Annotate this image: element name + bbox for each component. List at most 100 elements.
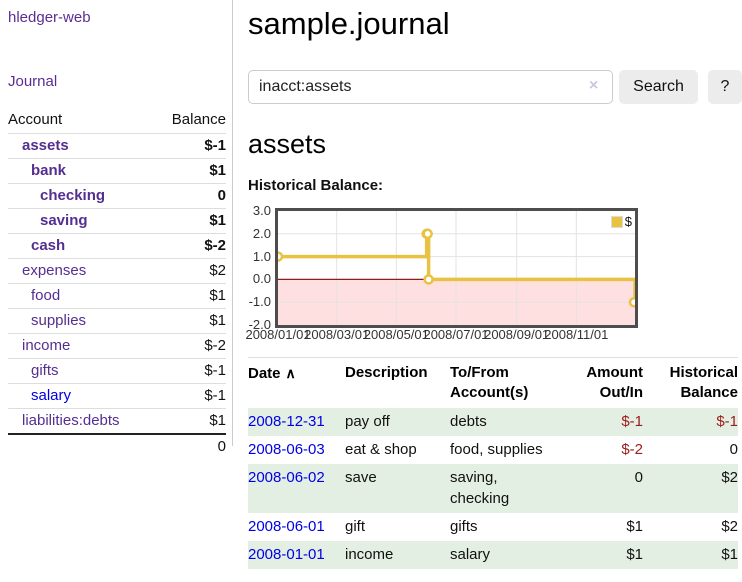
account-balance: $2	[158, 258, 226, 284]
x-axis-tick-label: 2008/03/01	[304, 327, 370, 342]
transaction-date-link[interactable]: 2008-06-02	[248, 469, 325, 486]
chart-canvas	[278, 211, 635, 325]
transaction-date-cell: 2008-06-01	[248, 513, 345, 541]
transaction-balance-cell: $2	[721, 469, 738, 486]
x-axis-tick-label: 2008/01/01	[245, 327, 311, 342]
transaction-description-cell: gift	[345, 518, 366, 535]
account-row: supplies $1	[8, 308, 226, 334]
account-link[interactable]: expenses	[22, 262, 87, 279]
legend-swatch-icon	[610, 215, 623, 228]
search-input[interactable]	[248, 70, 613, 104]
chart-legend: $	[610, 214, 632, 229]
help-button[interactable]: ?	[708, 70, 742, 104]
transaction-description-cell: income	[345, 546, 394, 563]
account-link[interactable]: bank	[31, 162, 67, 179]
transaction-amount-cell: $-1	[621, 413, 643, 430]
search-bar: × Search ?	[248, 70, 742, 104]
account-row: assets $-1	[8, 133, 226, 159]
register-header-row: Date ∧ Description To/From Account(s) Amo…	[248, 358, 738, 409]
y-axis-tick-label: -2.0	[248, 317, 271, 332]
transaction-amount-cell: $-2	[621, 441, 643, 458]
transaction-balance-cell: $2	[721, 518, 738, 535]
y-axis-tick-label: 0.0	[252, 271, 271, 287]
register-table: Date ∧ Description To/From Account(s) Amo…	[248, 357, 738, 569]
register-body: 2008-12-31 pay off debts $-1 $-1 2008-06-03 ea…	[248, 408, 738, 569]
x-axis-tick-label: 2008/09/01	[484, 327, 550, 342]
account-link[interactable]: saving	[40, 212, 88, 229]
account-link[interactable]: income	[22, 337, 71, 354]
chart-plot-area: $	[275, 208, 638, 328]
account-balance: $1	[158, 158, 226, 184]
account-link[interactable]: cash	[31, 237, 66, 254]
sidebar-item-journal[interactable]: Journal	[8, 73, 58, 90]
account-row: salary $-1	[8, 383, 226, 409]
transaction-description-cell: eat & shop	[345, 441, 417, 458]
account-balance: 0	[158, 183, 226, 209]
x-axis-tick-label: 2008/11/01	[544, 327, 609, 342]
register-row: 2008-06-01 gift gifts $1 $2	[248, 513, 738, 541]
transaction-description-cell: save	[345, 469, 377, 486]
account-balance: $1	[158, 283, 226, 309]
account-row: cash $-2	[8, 233, 226, 259]
legend-label: $	[624, 214, 632, 229]
search-button[interactable]: Search	[619, 70, 698, 104]
account-row: saving $1	[8, 208, 226, 234]
y-axis-tick-label: -1.0	[248, 294, 271, 310]
account-row: liabilities:debts $1	[8, 408, 226, 434]
main-content: sample.journal × Search ? assets Histori…	[245, 0, 742, 569]
account-link[interactable]: food	[31, 287, 61, 304]
transaction-amount-cell: $1	[626, 518, 643, 535]
accounts-total-row: 0	[8, 433, 226, 459]
register-row: 2008-12-31 pay off debts $-1 $-1	[248, 408, 738, 436]
transaction-accounts-cell: salary	[450, 546, 491, 563]
account-link[interactable]: checking	[40, 187, 106, 204]
transaction-accounts-cell: saving, checking	[450, 469, 510, 507]
historical-balance-chart: 3.0 2.0 1.0 0.0 -1.0 -2.0 $ 2008/01/01 2008/03…	[245, 203, 668, 345]
date-column-header[interactable]: Date ∧	[248, 365, 296, 382]
x-axis-tick-label: 2008/07/01	[423, 327, 489, 342]
accounts-table: Account Balance assets $-1 bank $1 checking 0…	[8, 109, 226, 459]
transaction-balance-cell: $1	[721, 546, 738, 563]
account-balance: $1	[158, 208, 226, 234]
account-balance: $-1	[158, 133, 226, 159]
transaction-accounts-cell: debts	[450, 413, 487, 430]
transaction-description-cell: pay off	[345, 413, 390, 430]
y-axis-tick-label: 1.0	[252, 248, 271, 264]
account-link[interactable]: salary	[31, 387, 72, 404]
sidebar: hledger-web Journal Account Balance asse…	[0, 0, 233, 459]
y-axis-tick-label: 2.0	[252, 225, 271, 241]
transaction-amount-cell: 0	[634, 469, 643, 486]
transaction-date-cell: 2008-06-03	[248, 436, 345, 464]
register-row: 2008-06-03 eat & shop food, supplies $-2 0	[248, 436, 738, 464]
register-row: 2008-01-01 income salary $1 $1	[248, 541, 738, 569]
app-brand-link[interactable]: hledger-web	[8, 9, 91, 26]
page-title: sample.journal	[248, 6, 450, 41]
account-row: food $1	[8, 283, 226, 309]
account-balance: $-1	[158, 358, 226, 384]
transaction-accounts-cell: gifts	[450, 518, 478, 535]
account-balance: $-2	[158, 333, 226, 359]
chart-heading: Historical Balance:	[248, 177, 384, 194]
transaction-date-link[interactable]: 2008-06-03	[248, 441, 325, 458]
account-heading: assets	[248, 129, 327, 159]
transaction-balance-cell: $-1	[716, 413, 738, 430]
description-column-header: Description	[345, 364, 428, 381]
account-row: bank $1	[8, 158, 226, 184]
transaction-date-link[interactable]: 2008-12-31	[248, 413, 325, 430]
account-link[interactable]: liabilities:debts	[22, 412, 120, 429]
account-balance: $1	[158, 408, 226, 434]
accounts-column-header: To/From Account(s)	[450, 364, 529, 401]
account-balance: $-1	[158, 383, 226, 409]
account-link[interactable]: gifts	[31, 362, 59, 379]
amount-column-header: Amount Out/In	[586, 364, 643, 401]
transaction-accounts-cell: food, supplies	[450, 441, 543, 458]
balance-column-header: Balance	[171, 111, 226, 128]
sort-ascending-icon: ∧	[285, 365, 296, 381]
clear-search-icon[interactable]: ×	[589, 77, 599, 94]
transaction-date-link[interactable]: 2008-06-01	[248, 518, 325, 535]
account-link[interactable]: supplies	[31, 312, 87, 329]
account-balance: $-2	[158, 233, 226, 259]
account-link[interactable]: assets	[22, 137, 69, 154]
account-balance: $1	[158, 308, 226, 334]
transaction-date-link[interactable]: 2008-01-01	[248, 546, 325, 563]
